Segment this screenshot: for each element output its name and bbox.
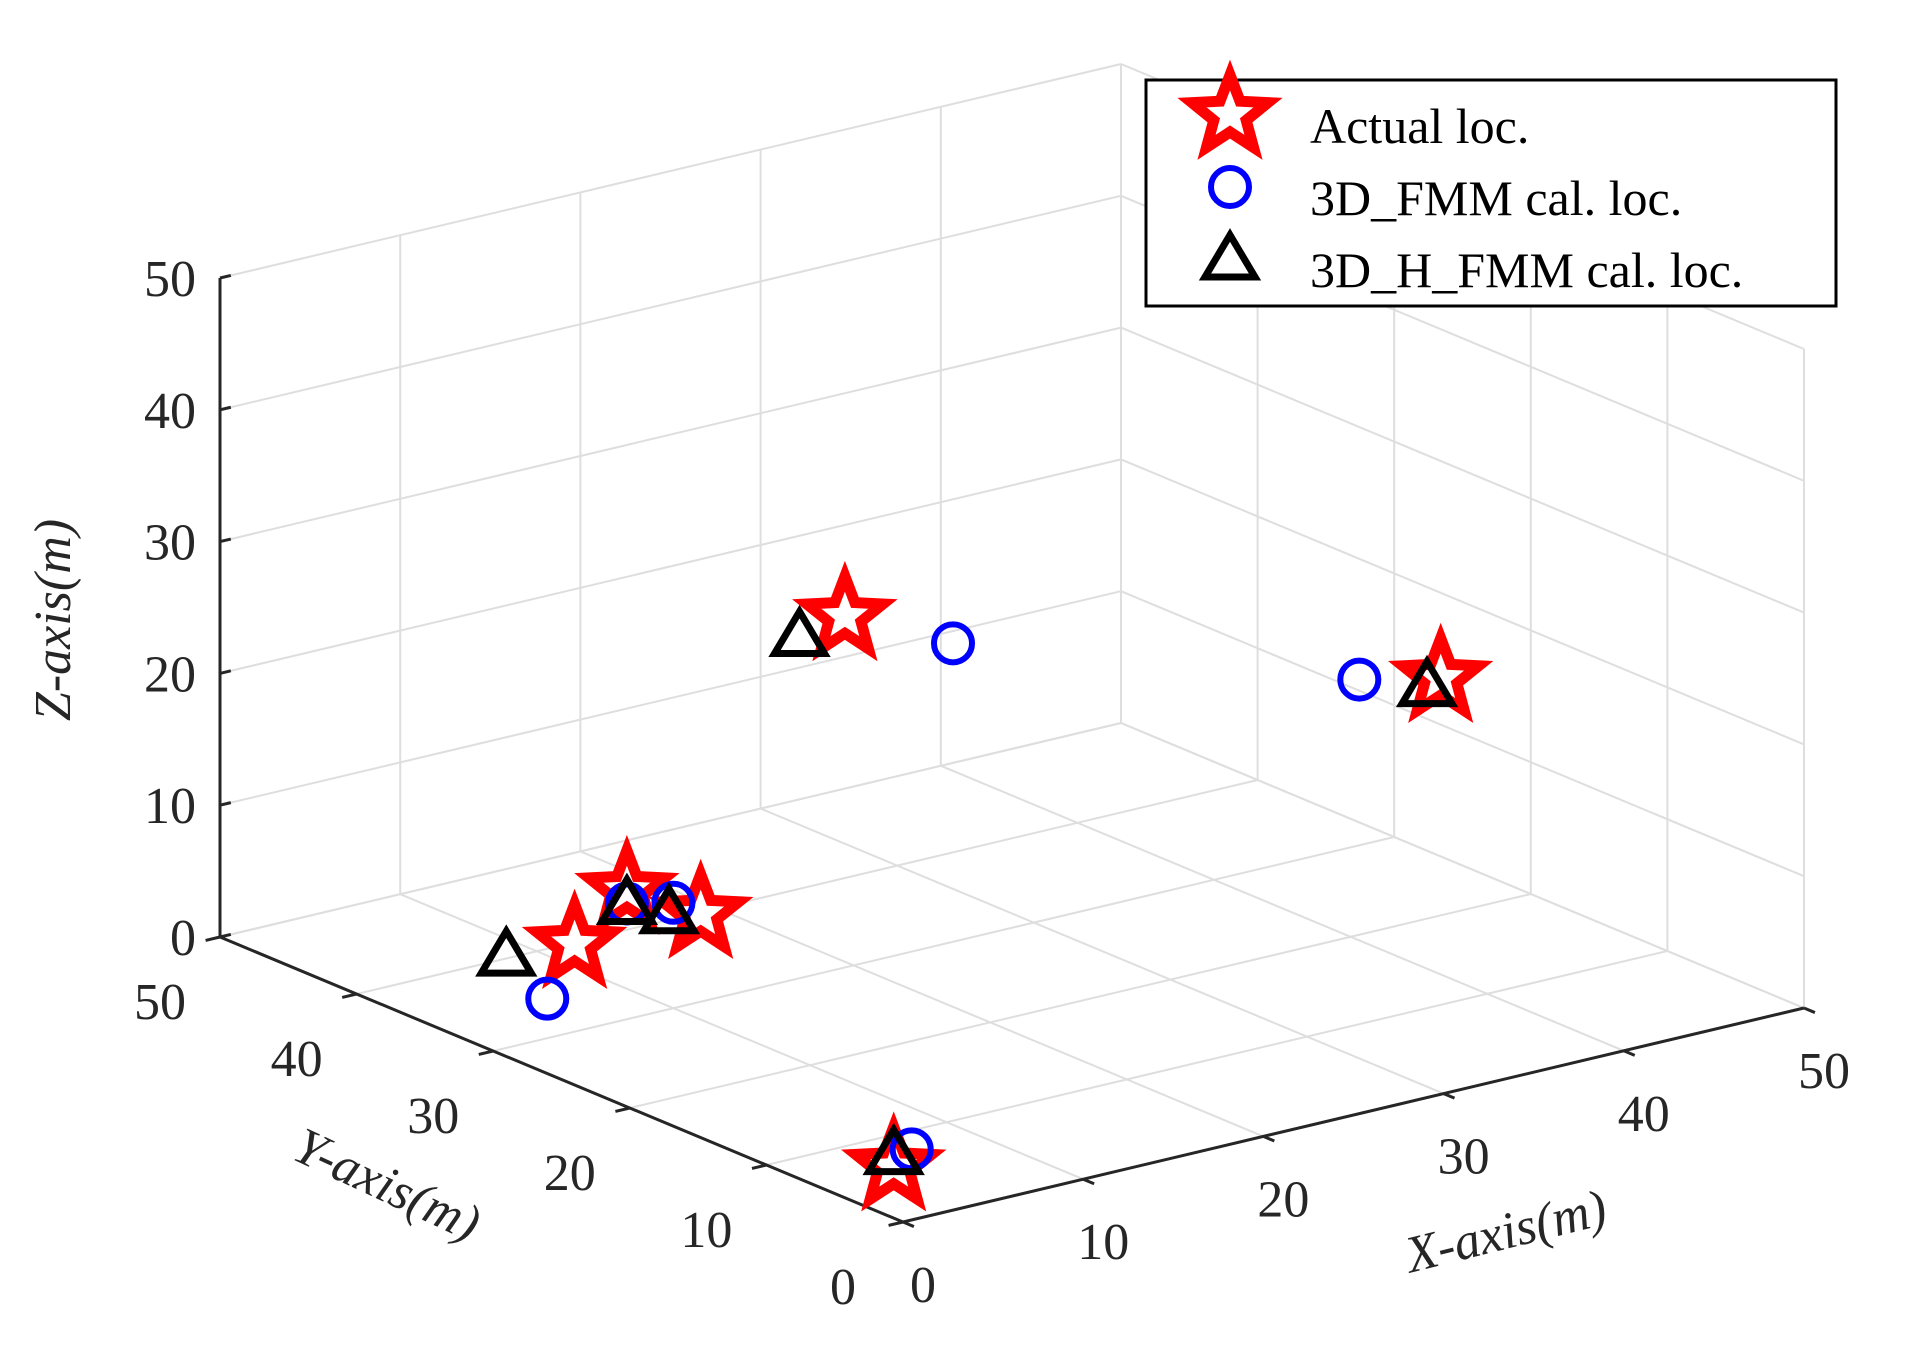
x-axis-label: X-axis(m)	[1398, 1180, 1613, 1285]
grid-line-floor	[760, 807, 1444, 1095]
grid-line-floor	[580, 850, 1264, 1138]
legend: Actual loc. 3D_FMM cal. loc. 3D_H_FMM ca…	[1144, 59, 1838, 308]
y-tick-label: 40	[271, 1031, 323, 1088]
grid-line-side-wall	[1120, 458, 1805, 746]
grid-line-back-wall	[219, 722, 1122, 938]
x-tick-label: 30	[1438, 1129, 1490, 1186]
grid-line-floor	[940, 764, 1625, 1052]
actual-loc-point	[792, 560, 898, 662]
y-tick	[888, 1220, 904, 1227]
y-axis-line	[219, 935, 904, 1224]
legend-box	[1144, 78, 1838, 308]
grid-line-floor	[629, 893, 1532, 1109]
legend-star-icon	[1177, 59, 1283, 160]
legend-marker	[1177, 59, 1283, 160]
grid-line-floor	[492, 836, 1395, 1052]
h-fmm-point	[595, 872, 659, 925]
fmm-point	[525, 976, 570, 1021]
z-tick	[219, 801, 232, 807]
z-tick	[219, 537, 232, 544]
h-fmm-point	[637, 881, 701, 935]
grid-line-floor	[356, 779, 1258, 995]
y-tick-label: 0	[830, 1259, 856, 1316]
x-tick	[1262, 1135, 1275, 1143]
z-tick-label: 20	[144, 646, 196, 703]
y-tick	[615, 1106, 631, 1113]
x-tick	[1082, 1177, 1095, 1186]
legend-marker	[1198, 228, 1262, 281]
legend-label-actual: Actual loc.	[1310, 98, 1529, 154]
fmm-point	[1337, 657, 1382, 702]
x-tick-label: 0	[910, 1257, 936, 1314]
legend-label-3d-fmm: 3D_FMM cal. loc.	[1310, 170, 1682, 226]
grid-line-back-wall	[219, 458, 1122, 675]
y-tick	[205, 935, 221, 942]
h-fmm-point	[768, 604, 831, 658]
legend-marker	[1208, 165, 1252, 209]
y-tick	[751, 1163, 767, 1170]
legend-triangle-icon	[1198, 228, 1262, 281]
y-tick-label: 50	[134, 974, 186, 1031]
x-tick	[1803, 1006, 1816, 1014]
y-tick-label: 20	[544, 1145, 596, 1202]
fmm-point	[651, 880, 696, 925]
x-tick	[1623, 1049, 1636, 1057]
z-tick	[219, 669, 232, 675]
data-points	[475, 560, 1494, 1212]
z-tick	[219, 932, 232, 939]
z-tick	[219, 273, 232, 280]
z-tick-label: 10	[144, 778, 196, 835]
grid-line-back-wall	[219, 326, 1122, 543]
grid-line-side-wall	[1120, 722, 1805, 1009]
grid-line-back-wall	[219, 194, 1122, 411]
legend-circle-icon	[1208, 165, 1252, 209]
x-tick	[1443, 1092, 1456, 1100]
y-tick-label: 10	[680, 1202, 732, 1259]
x-tick-label: 50	[1798, 1043, 1850, 1100]
y-tick	[478, 1049, 494, 1056]
grid-line-back-wall	[219, 590, 1122, 807]
actual-loc-point	[521, 888, 628, 990]
grid-line-side-wall	[1120, 326, 1805, 614]
z-axis-label: Z-axis(m)	[25, 519, 82, 721]
fmm-point	[931, 621, 975, 666]
h-fmm-point	[1395, 654, 1459, 708]
legend-label-3d-h-fmm: 3D_H_FMM cal. loc.	[1310, 242, 1743, 298]
grid-line-back-wall	[219, 63, 1122, 279]
axis-ticks: 0 10 20 30 40 50 0 10 20 30 40 50 0 10 20 30 40 50	[134, 251, 1850, 1316]
z-tick-label: 30	[144, 515, 196, 572]
h-fmm-point	[475, 924, 538, 977]
y-tick	[341, 992, 357, 999]
x-tick-label: 20	[1257, 1171, 1309, 1228]
x-tick-label: 40	[1618, 1086, 1670, 1143]
actual-loc-point	[841, 1111, 947, 1212]
z-tick-label: 50	[144, 251, 196, 308]
h-fmm-point	[862, 1122, 925, 1176]
grid-line-side-wall	[1120, 590, 1805, 878]
x-tick-label: 10	[1077, 1214, 1129, 1271]
z-tick-label: 0	[170, 910, 196, 967]
x-axis-line	[902, 1006, 1805, 1224]
y-tick-label: 30	[407, 1088, 459, 1145]
actual-loc-point	[1388, 622, 1494, 723]
x-tick	[902, 1220, 915, 1228]
actual-loc-point	[647, 858, 754, 959]
z-tick-label: 40	[144, 383, 196, 440]
z-tick	[219, 405, 232, 412]
